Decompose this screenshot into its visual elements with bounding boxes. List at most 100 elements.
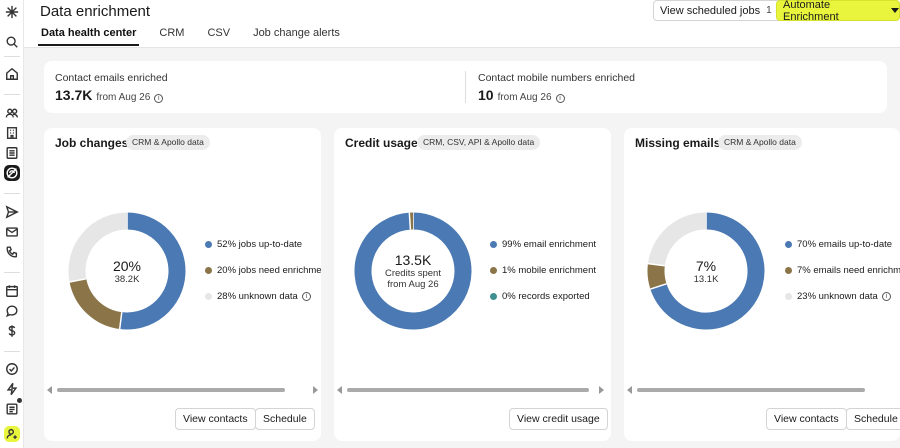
slice-separator — [118, 312, 123, 330]
data-enrichment-icon[interactable] — [4, 165, 20, 181]
automate-enrichment-label: Automate Enrichment — [783, 0, 839, 23]
donut-slice-jobs-up-to-date — [119, 212, 186, 330]
stat-value: 13.7K — [55, 87, 93, 103]
schedule-button[interactable]: Schedule — [846, 408, 900, 430]
home-icon[interactable] — [4, 66, 20, 82]
lightning-icon[interactable] — [4, 381, 20, 397]
card-title: Missing emails — [635, 136, 721, 150]
scrollbar-thumb[interactable] — [57, 388, 285, 392]
scroll-left-icon[interactable] — [47, 386, 52, 394]
legend-item: 52% jobs up-to-date — [205, 238, 321, 251]
legend: 52% jobs up-to-date 20% jobs need enrich… — [205, 238, 321, 316]
tab-csv[interactable]: CSV — [207, 27, 231, 39]
scroll-right-icon[interactable] — [599, 386, 604, 394]
dollar-icon[interactable] — [4, 323, 20, 339]
slice-separator — [69, 278, 87, 283]
check-circle-icon[interactable] — [4, 361, 20, 377]
phone-icon[interactable] — [4, 244, 20, 260]
legend-dot — [490, 241, 497, 248]
donut-slice-emails-up-to-date — [650, 212, 765, 330]
legend-label: 0% records exported — [502, 291, 590, 302]
donut-slice-unknown-data — [68, 212, 128, 282]
legend-label: 7% emails need enrichment — [797, 265, 900, 276]
stat-label: Contact emails enriched — [55, 72, 168, 84]
caret-down-icon — [891, 8, 899, 13]
info-icon[interactable]: i — [154, 94, 164, 103]
notification-dot — [17, 398, 22, 403]
companies-icon[interactable] — [4, 125, 20, 141]
legend-item: 0% records exported — [490, 290, 608, 303]
schedule-button[interactable]: Schedule — [255, 408, 315, 430]
info-icon[interactable]: i — [301, 292, 311, 301]
center-value: 13.5K — [394, 252, 432, 268]
center-value: 7% — [695, 257, 717, 274]
card-title: Credit usage — [345, 136, 418, 150]
tab-job-change-alerts[interactable]: Job change alerts — [253, 27, 340, 39]
legend-item: 7% emails need enrichment — [785, 264, 900, 277]
scrollbar-thumb[interactable] — [347, 388, 589, 392]
slice-separator — [647, 262, 665, 267]
legend-label: 28% unknown data — [217, 291, 298, 302]
missing-emails-card: Missing emails CRM & Apollo data 7% 13.1… — [624, 128, 900, 441]
center-sub: 13.1K — [693, 273, 719, 285]
scheduled-jobs-count: 1 — [766, 5, 772, 16]
people-icon[interactable] — [4, 105, 20, 121]
apollo-logo-icon[interactable] — [4, 4, 20, 20]
calendar-icon[interactable] — [4, 283, 20, 299]
data-source-pill: CRM & Apollo data — [718, 135, 802, 150]
data-source-pill: CRM, CSV, API & Apollo data — [417, 135, 541, 150]
view-contacts-button[interactable]: View contacts — [175, 408, 256, 430]
stat-label: Contact mobile numbers enriched — [478, 72, 635, 84]
info-icon[interactable]: i — [881, 292, 891, 301]
user-add-icon[interactable] — [4, 426, 20, 442]
scroll-left-icon[interactable] — [337, 386, 342, 394]
center-sub: Credits spent — [385, 268, 441, 279]
legend-label: 52% jobs up-to-date — [217, 239, 303, 250]
tasks-icon[interactable] — [4, 401, 20, 417]
legend-dot — [785, 267, 792, 274]
legend-item: 23% unknown data i — [785, 290, 900, 303]
scroll-right-icon[interactable] — [313, 386, 318, 394]
data-source-pill: CRM & Apollo data — [126, 135, 210, 150]
horizontal-scrollbar[interactable] — [44, 386, 321, 394]
chat-icon[interactable] — [4, 303, 20, 319]
donut-center: 7% 13.1K — [647, 212, 765, 330]
job-changes-card: Job changes CRM & Apollo data 20% 38.2K … — [44, 128, 321, 441]
legend-dot — [785, 293, 792, 300]
sidebar — [0, 0, 24, 448]
legend-item: 20% jobs need enrichment — [205, 264, 321, 277]
scrollbar-thumb[interactable] — [637, 388, 865, 392]
mobiles-enriched-stat: Contact mobile numbers enriched 10 from … — [478, 72, 635, 103]
legend-dot — [785, 241, 792, 248]
center-sub: 38.2K — [114, 273, 140, 285]
legend-label: 1% mobile enrichment — [502, 265, 596, 276]
view-scheduled-jobs-label: View scheduled jobs — [660, 4, 761, 17]
legend-item: 1% mobile enrichment — [490, 264, 608, 277]
info-icon[interactable]: i — [555, 94, 565, 103]
credit-usage-card: Credit usage CRM, CSV, API & Apollo data… — [334, 128, 611, 441]
tab-crm[interactable]: CRM — [159, 27, 185, 39]
scroll-left-icon[interactable] — [627, 386, 632, 394]
tab-data-health-center[interactable]: Data health center — [38, 27, 140, 46]
donut-slice-email-enrichment — [354, 212, 472, 330]
divider — [465, 71, 466, 103]
missing-emails-donut — [647, 212, 765, 330]
view-scheduled-jobs-button[interactable]: View scheduled jobs 1 — [653, 0, 793, 21]
horizontal-scrollbar[interactable] — [624, 386, 900, 394]
view-credit-usage-button[interactable]: View credit usage — [509, 408, 608, 430]
legend-item: 28% unknown data i — [205, 290, 321, 303]
automate-enrichment-button[interactable]: Automate Enrichment — [776, 0, 900, 23]
legend-item: 70% emails up-to-date — [785, 238, 900, 251]
legend: 70% emails up-to-date 7% emails need enr… — [785, 238, 900, 316]
view-contacts-button[interactable]: View contacts — [766, 408, 847, 430]
lists-icon[interactable] — [4, 145, 20, 161]
search-icon[interactable] — [4, 34, 20, 50]
legend-dot — [205, 241, 212, 248]
tab-bar: Data health center CRM CSV Job change al… — [38, 27, 360, 46]
legend-dot — [490, 293, 497, 300]
send-icon[interactable] — [4, 204, 20, 220]
page-title: Data enrichment — [40, 3, 151, 20]
horizontal-scrollbar[interactable] — [334, 386, 611, 394]
legend-label: 23% unknown data — [797, 291, 878, 302]
mail-icon[interactable] — [4, 224, 20, 240]
